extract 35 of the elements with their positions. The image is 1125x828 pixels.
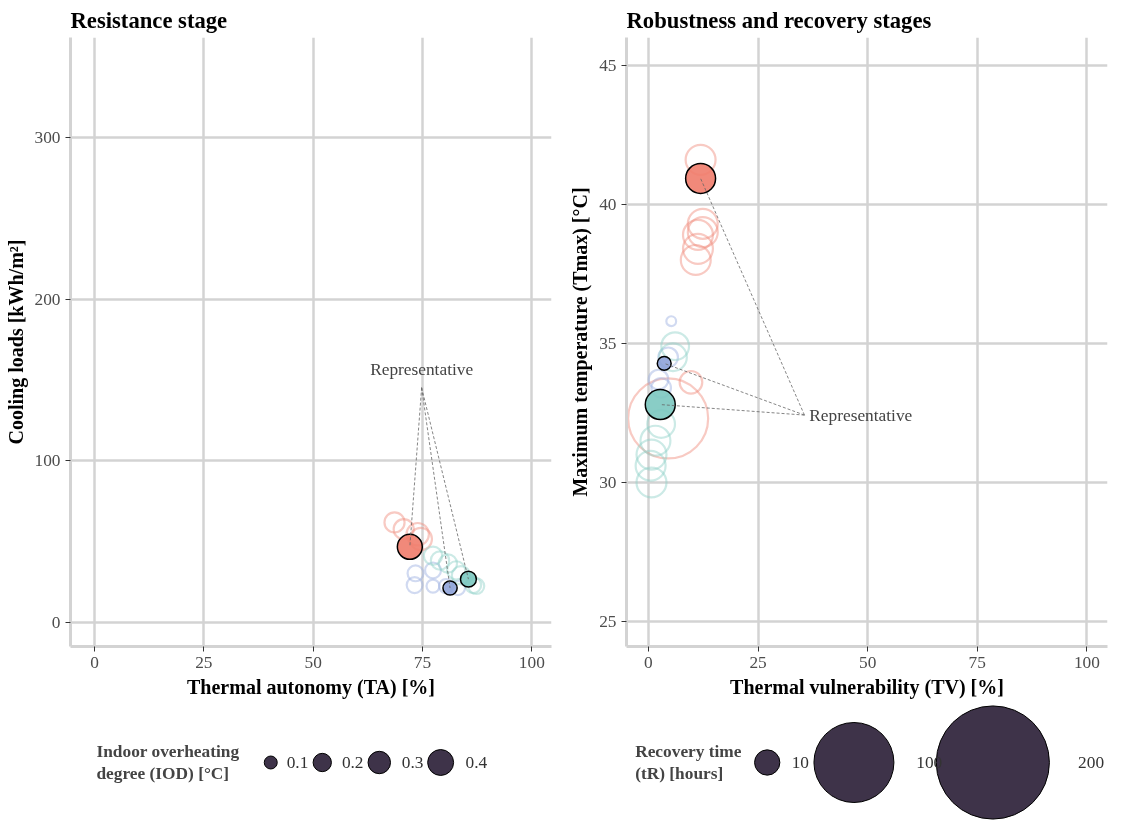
y-tick-label: 25 xyxy=(599,611,617,631)
annotation: Representative xyxy=(370,359,474,379)
legend-title: Recovery time (tR) [hours] xyxy=(635,741,742,784)
x-tick-label: 25 xyxy=(195,652,213,672)
y-tick-label: 300 xyxy=(34,128,61,148)
legend-label: 0.1 xyxy=(286,753,309,772)
y-axis-title: Cooling loads [kWh/m²] xyxy=(4,239,28,445)
y-tick-label: 40 xyxy=(599,194,617,214)
x-axis-title: Thermal autonomy (TA) [%] xyxy=(187,675,435,699)
legend-label: 200 xyxy=(1078,753,1105,772)
y-tick-label: 0 xyxy=(51,612,61,632)
chart-title: Resistance stage xyxy=(70,7,228,33)
legend-label: 10 xyxy=(791,753,809,772)
chart-title: Robustness and recovery stages xyxy=(626,7,932,33)
y-axis-title: Maximum temperature (Tmax) [°C] xyxy=(569,187,593,497)
legend-label: 0.3 xyxy=(401,753,424,772)
x-tick-label: 75 xyxy=(968,652,986,672)
x-tick-label: 25 xyxy=(749,652,767,672)
x-tick-label: 100 xyxy=(1073,652,1100,672)
y-tick-label: 100 xyxy=(34,451,61,471)
y-tick-label: 45 xyxy=(599,55,617,75)
y-tick-label: 35 xyxy=(599,333,617,353)
x-tick-label: 0 xyxy=(90,652,99,672)
legend-label: 0.4 xyxy=(465,753,488,772)
x-tick-label: 0 xyxy=(644,652,653,672)
x-tick-label: 100 xyxy=(518,652,545,672)
x-tick-label: 50 xyxy=(304,652,322,672)
legend-title: Indoor overheating degree (IOD) [°C] xyxy=(96,741,240,784)
y-tick-label: 30 xyxy=(599,472,617,492)
legend-label: 0.2 xyxy=(341,753,364,772)
x-tick-label: 50 xyxy=(858,652,877,672)
x-tick-label: 75 xyxy=(413,652,432,672)
y-tick-label: 200 xyxy=(34,289,61,309)
x-axis-title: Thermal vulnerability (TV) [%] xyxy=(730,675,1004,699)
annotation: Representative xyxy=(809,405,913,425)
